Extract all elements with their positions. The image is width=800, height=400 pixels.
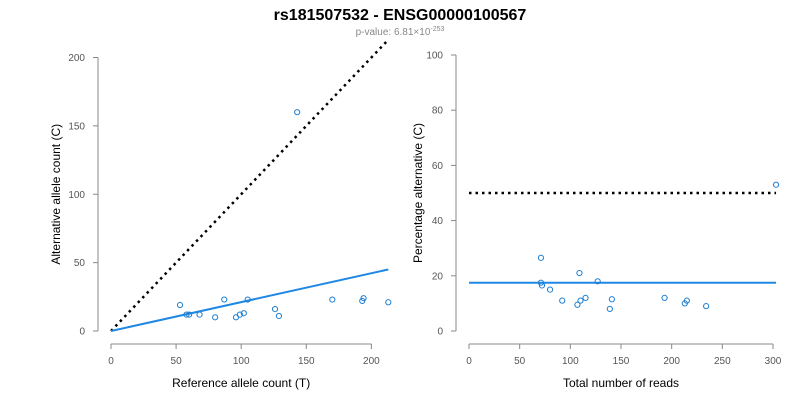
data-point: [594, 278, 601, 285]
data-point: [582, 294, 589, 301]
data-point: [244, 296, 251, 303]
x-tick-label: 200: [663, 356, 680, 367]
data-point: [577, 297, 584, 304]
data-point: [576, 269, 583, 277]
x-tick-label: 150: [298, 356, 315, 367]
data-point: [772, 181, 780, 188]
y-tick-label: 150: [68, 121, 85, 132]
y-tick-label: 0: [437, 327, 443, 338]
x-axis-label: Total number of reads: [563, 376, 679, 390]
y-axis-label: Alternative allele count (C): [49, 124, 63, 265]
chart-title: rs181507532 - ENSG00000100567: [274, 7, 527, 24]
y-tick-label: 60: [432, 161, 444, 172]
data-point: [559, 297, 566, 304]
data-point: [537, 279, 545, 286]
data-point: [608, 296, 615, 303]
y-tick-label: 200: [68, 53, 85, 64]
data-point: [703, 303, 710, 310]
x-tick-label: 100: [233, 356, 250, 367]
y-tick-label: 40: [432, 216, 444, 227]
panel-allele-counts: 0 50 100 150 200 0 50 100 150 200 Reference allele…: [49, 38, 392, 390]
data-point: [183, 311, 190, 318]
data-point: [176, 301, 184, 309]
data-point: [240, 310, 247, 317]
x-tick-label: 50: [171, 356, 183, 367]
y-tick-label: 20: [432, 271, 444, 282]
y-axis-label: Percentage alternative (C): [411, 123, 425, 263]
data-point: [271, 306, 279, 313]
x-tick-label: 150: [613, 356, 630, 367]
data-point: [385, 299, 392, 306]
p-value-subtitle: p-value: 6.81×10-253: [356, 26, 445, 38]
data-point: [329, 296, 336, 303]
y-tick-label: 80: [432, 106, 444, 117]
data-point: [538, 282, 546, 289]
p-value-text: p-value: 6.81×10: [356, 27, 431, 38]
x-axis-label: Reference allele count (T): [172, 376, 310, 390]
data-point: [537, 254, 545, 261]
data-point: [606, 305, 613, 313]
p-value-exponent: -253: [430, 26, 444, 33]
x-tick-label: 50: [514, 356, 526, 367]
data-point: [221, 296, 228, 303]
data-point: [574, 301, 581, 308]
data-point: [294, 109, 301, 116]
reference-line: [110, 38, 390, 332]
x-tick-label: 0: [466, 356, 472, 367]
data-point: [275, 312, 283, 320]
data-point: [661, 294, 668, 301]
data-point: [546, 286, 554, 293]
data-point: [236, 311, 243, 318]
y-tick-label: 0: [79, 327, 85, 338]
x-tick-label: 200: [363, 356, 380, 367]
data-point: [683, 297, 690, 304]
data-point: [212, 314, 219, 321]
panel-percentage-alternative: 0 50 100 150 200 250 300 0 20 40 60 80 100 Total numb…: [411, 51, 782, 391]
data-point: [196, 311, 203, 318]
x-tick-label: 100: [562, 356, 579, 367]
x-tick-label: 250: [714, 356, 731, 367]
x-tick-label: 300: [765, 356, 782, 367]
x-tick-label: 0: [108, 356, 114, 367]
data-point: [360, 295, 367, 302]
y-tick-label: 50: [74, 258, 86, 269]
data-point: [186, 311, 193, 318]
fit-line: [110, 268, 389, 332]
y-tick-label: 100: [426, 51, 443, 62]
y-tick-label: 100: [68, 190, 85, 201]
